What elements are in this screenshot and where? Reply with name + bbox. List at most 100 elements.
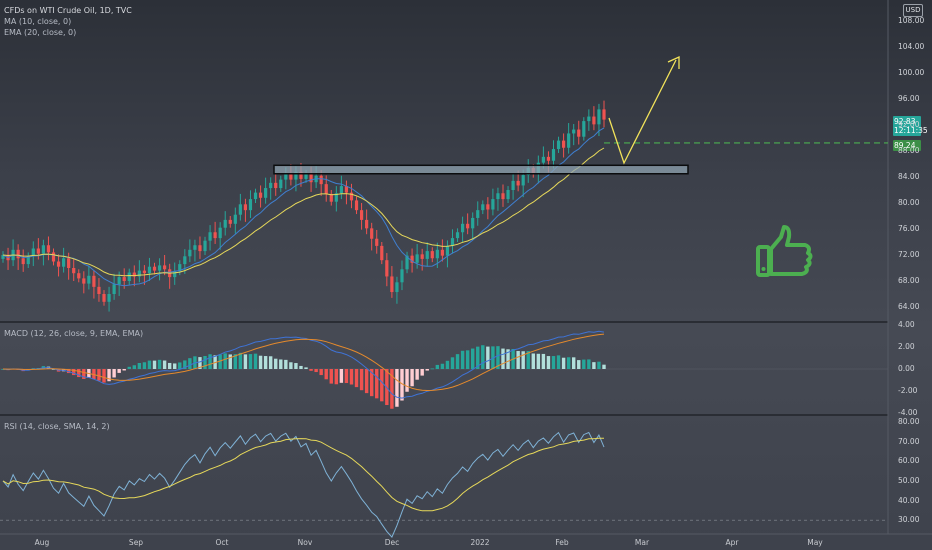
candle bbox=[410, 255, 414, 263]
macd-histogram-bar bbox=[72, 369, 76, 376]
macd-histogram-bar bbox=[218, 354, 222, 369]
candle bbox=[77, 273, 81, 279]
last-price-badge: 92.83 12:11:35 bbox=[893, 116, 928, 136]
macd-tick-label: 2.00 bbox=[898, 342, 915, 351]
rsi-tick-label: 80.00 bbox=[898, 416, 920, 426]
macd-histogram-bar bbox=[107, 369, 111, 382]
candle bbox=[264, 188, 268, 198]
price-tick-label: 108.00 bbox=[898, 16, 925, 25]
macd-histogram-bar bbox=[380, 369, 384, 402]
macd-histogram-bar bbox=[228, 354, 232, 369]
macd-histogram-bar bbox=[203, 356, 207, 369]
macd-histogram-bar bbox=[319, 369, 323, 376]
macd-histogram-bar bbox=[314, 369, 318, 373]
candle bbox=[375, 238, 379, 246]
candle bbox=[440, 249, 444, 256]
macd-histogram-bar bbox=[162, 360, 167, 369]
rsi-indicator-label[interactable]: RSI (14, close, SMA, 14, 2) bbox=[4, 422, 110, 431]
candle bbox=[405, 255, 409, 270]
candle bbox=[248, 199, 253, 211]
candle bbox=[380, 245, 384, 261]
candle bbox=[183, 256, 187, 265]
price-tick-label: 92.00 bbox=[898, 120, 920, 129]
candle bbox=[107, 294, 111, 302]
support-zone-box bbox=[273, 164, 689, 175]
macd-histogram-bar bbox=[208, 354, 212, 369]
candle bbox=[218, 227, 222, 239]
candle bbox=[334, 193, 338, 202]
candle bbox=[97, 286, 101, 294]
ma-line bbox=[2, 127, 605, 287]
candle bbox=[122, 277, 126, 281]
macd-histogram-bar bbox=[390, 369, 394, 409]
candle bbox=[430, 251, 434, 259]
projection-arrowhead bbox=[667, 55, 680, 69]
candle bbox=[481, 204, 485, 211]
candle bbox=[228, 219, 232, 224]
candle bbox=[400, 269, 404, 283]
candle bbox=[385, 260, 389, 277]
macd-histogram-bar bbox=[82, 369, 86, 379]
candle bbox=[511, 180, 515, 190]
rsi-line bbox=[2, 431, 605, 539]
candle bbox=[173, 271, 177, 278]
rsi-ma-line bbox=[2, 437, 604, 512]
macd-histogram-bar bbox=[102, 369, 106, 383]
macd-histogram-bar bbox=[178, 362, 182, 369]
candle bbox=[269, 182, 273, 189]
macd-histogram-bar bbox=[77, 369, 81, 378]
candle bbox=[67, 258, 71, 268]
candle bbox=[561, 140, 566, 148]
candle bbox=[501, 193, 505, 200]
macd-histogram-bar bbox=[117, 369, 121, 373]
candle bbox=[16, 249, 20, 259]
macd-histogram-bar bbox=[364, 369, 369, 394]
macd-histogram-bar bbox=[167, 362, 172, 369]
candle bbox=[556, 140, 561, 150]
macd-histogram-bar bbox=[152, 360, 157, 369]
candle bbox=[587, 116, 591, 122]
candle bbox=[132, 272, 136, 277]
ma-indicator-label[interactable]: MA (10, close, 0) bbox=[4, 17, 72, 26]
macd-histogram-bar bbox=[577, 360, 581, 369]
macd-histogram-bar bbox=[516, 351, 520, 369]
price-tick-label: 64.00 bbox=[898, 302, 920, 311]
candle bbox=[142, 270, 147, 274]
price-tick-label: 76.00 bbox=[898, 224, 920, 233]
ema-indicator-label[interactable]: EMA (20, close, 0) bbox=[4, 28, 77, 37]
macd-tick-label: -2.00 bbox=[898, 386, 918, 395]
candle bbox=[253, 192, 258, 200]
macd-histogram-bar bbox=[263, 356, 268, 369]
macd-indicator-label[interactable]: MACD (12, 26, close, 9, EMA, EMA) bbox=[4, 329, 144, 338]
macd-histogram-bar bbox=[112, 369, 116, 378]
candle bbox=[193, 245, 197, 250]
macd-histogram-bar bbox=[329, 369, 333, 384]
candle bbox=[152, 266, 157, 271]
projection-arrow bbox=[608, 59, 677, 165]
macd-histogram-bar bbox=[541, 353, 546, 369]
candle bbox=[127, 272, 131, 281]
signal-line bbox=[2, 333, 605, 392]
candle bbox=[602, 109, 606, 120]
candle bbox=[541, 156, 545, 163]
candle bbox=[41, 245, 46, 254]
price-tick-label: 80.00 bbox=[898, 198, 920, 207]
macd-histogram-bar bbox=[344, 369, 349, 384]
candle bbox=[284, 174, 288, 180]
candle bbox=[592, 116, 596, 125]
macd-histogram-bar bbox=[188, 358, 192, 369]
candle bbox=[233, 214, 237, 224]
candle bbox=[238, 204, 242, 215]
macd-histogram-bar bbox=[465, 350, 470, 369]
candle bbox=[551, 149, 556, 161]
currency-button[interactable]: USD bbox=[903, 4, 923, 17]
candle bbox=[21, 258, 25, 265]
macd-histogram-bar bbox=[445, 360, 450, 369]
candle bbox=[46, 245, 51, 253]
candle bbox=[36, 248, 40, 254]
macd-histogram-bar bbox=[536, 353, 541, 369]
candle bbox=[56, 261, 61, 267]
candle bbox=[279, 179, 283, 189]
